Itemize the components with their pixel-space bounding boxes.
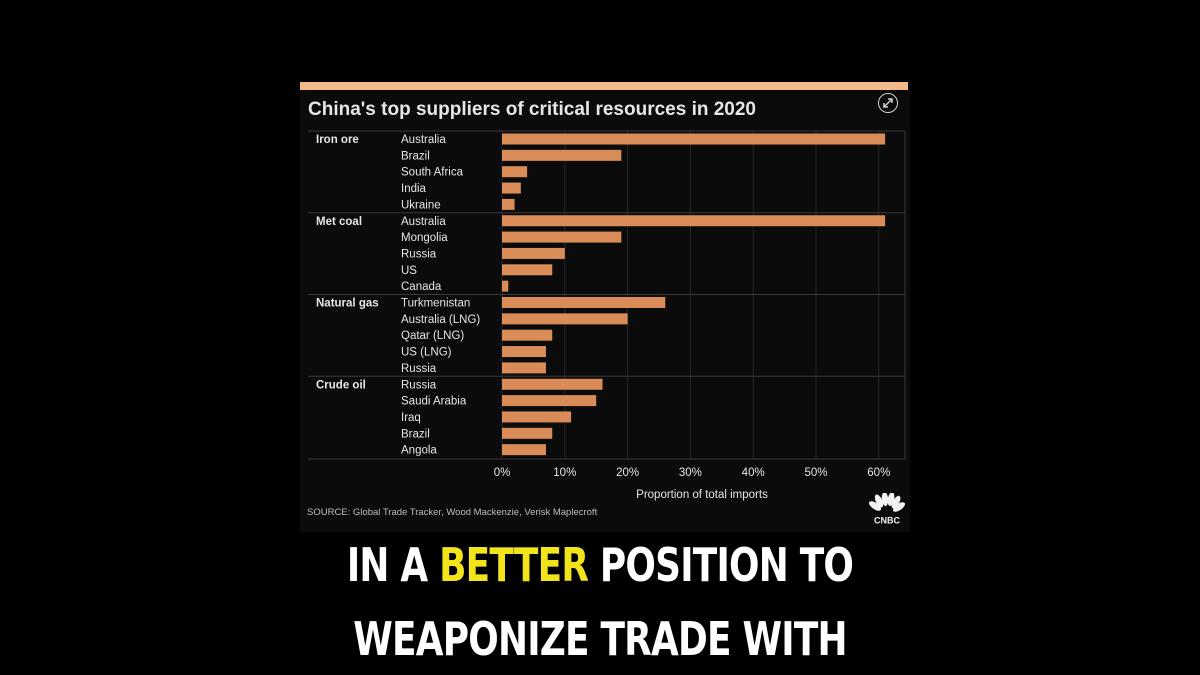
peacock-logo: CNBC <box>868 492 906 526</box>
x-tick-label: 20% <box>616 467 639 479</box>
bar <box>502 378 603 390</box>
bar <box>502 149 622 161</box>
x-tick-label: 0% <box>494 467 511 479</box>
bar <box>502 264 553 276</box>
category-label: Ukraine <box>401 199 441 211</box>
bar <box>502 280 509 292</box>
category-label: Qatar (LNG) <box>401 330 464 342</box>
group-label: Crude oil <box>316 379 366 391</box>
category-label: Australia <box>401 134 446 146</box>
bar <box>502 297 666 308</box>
chart-title: China's top suppliers of critical resour… <box>308 99 757 120</box>
caption-line-1-end: POSITION TO <box>588 538 854 592</box>
logo-text: CNBC <box>874 516 900 526</box>
bar <box>502 329 553 341</box>
expand-icon[interactable] <box>878 93 898 113</box>
bar <box>502 198 515 210</box>
category-label: Canada <box>401 281 442 293</box>
bar <box>502 362 546 374</box>
category-label: Mongolia <box>401 232 448 244</box>
accent-strip <box>300 82 908 90</box>
x-tick-label: 40% <box>742 467 765 479</box>
category-label: South Africa <box>401 167 464 179</box>
bar <box>502 166 528 178</box>
category-label: Turkmenistan <box>401 298 470 310</box>
bar <box>502 215 886 227</box>
category-label: Australia (LNG) <box>401 314 480 326</box>
x-axis-label: Proportion of total imports <box>636 489 768 501</box>
nbc-peacock-icon: CNBC <box>866 492 908 526</box>
category-label: Saudi Arabia <box>401 396 467 408</box>
group-label: Iron ore <box>316 134 359 146</box>
category-label: Brazil <box>401 428 430 440</box>
chart-panel: China's top suppliers of critical resour… <box>300 82 910 532</box>
bar <box>502 313 628 325</box>
bar <box>502 231 622 243</box>
caption-line-1-start: IN A <box>346 538 440 592</box>
category-label: India <box>401 183 427 195</box>
bar-chart: 0% 10% 20% 30% 40% 50% 60% Proportion of total … <box>308 130 906 501</box>
category-label: Angola <box>401 445 437 457</box>
expand-arrows <box>883 98 893 108</box>
caption-line-1: IN A BETTER POSITION TO <box>132 538 1068 592</box>
bar <box>502 133 886 145</box>
category-label: Iraq <box>401 412 421 424</box>
bar <box>502 247 565 259</box>
bar <box>502 444 546 456</box>
x-tick-label: 50% <box>804 467 827 479</box>
group-label: Natural gas <box>316 298 379 310</box>
bar <box>502 182 521 194</box>
x-tick-label: 60% <box>867 467 890 479</box>
category-label: Russia <box>401 248 437 260</box>
category-label: US <box>401 265 417 277</box>
category-label: Brazil <box>401 150 430 162</box>
caption-line-2: WEAPONIZE TRADE WITH <box>353 612 847 666</box>
caption-highlight: BETTER <box>439 538 589 592</box>
bar <box>502 395 597 407</box>
category-label: US (LNG) <box>401 347 452 359</box>
bar <box>502 427 553 439</box>
group-label: Met coal <box>316 216 362 228</box>
bar <box>502 411 572 423</box>
x-tick-label: 30% <box>679 467 702 479</box>
category-label: Russia <box>401 363 437 375</box>
bar <box>502 346 546 358</box>
source-note: SOURCE: Global Trade Tracker, Wood Macke… <box>307 507 598 518</box>
category-label: Russia <box>401 379 437 391</box>
x-tick-label: 10% <box>553 467 576 479</box>
category-label: Australia <box>401 216 446 228</box>
